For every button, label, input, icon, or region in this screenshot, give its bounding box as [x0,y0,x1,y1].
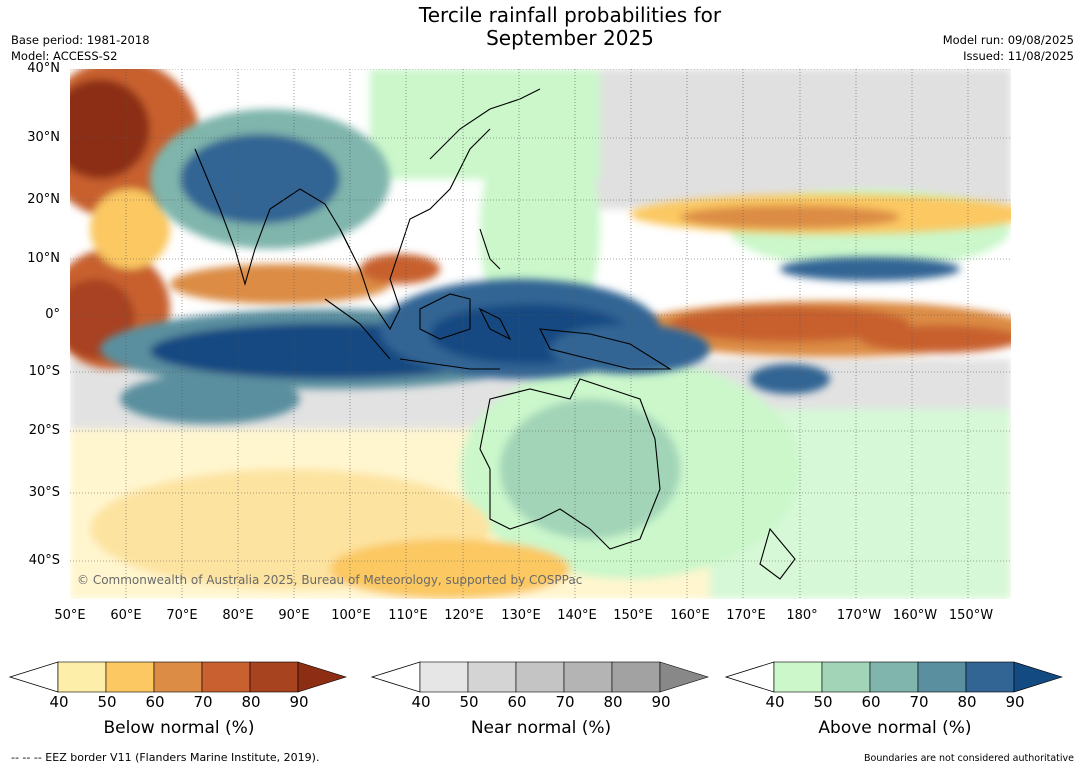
colorbar-bin-4 [965,661,1015,693]
coast-indochina [339,128,491,331]
tick-above-60: 60 [861,693,881,711]
lon-label-120e: 120°E [444,608,484,623]
model-name: Model: ACCESS-S2 [11,49,118,63]
colorbar-label-near: Near normal (%) [470,718,612,738]
lon-label-60e: 60°E [110,608,142,623]
colorbar-bin-5 [1013,661,1064,693]
map-title: Tercile rainfall probabilities for Septe… [0,4,1085,50]
tick-below-40: 40 [49,693,69,711]
lon-label-100e: 100°E [331,608,371,623]
tick-near-40: 40 [411,693,431,711]
colorbar-bin-3 [563,661,613,693]
colorbar-extend-low [724,661,775,693]
colorbar-bin-5 [659,661,710,693]
lon-label-150e: 150°E [613,608,653,623]
lon-label-160w: 160°W [892,608,938,623]
lat-label-40n: 40°N [27,61,60,76]
colorbar-below-normal [8,661,348,693]
colorbar-bin-0 [419,661,469,693]
colorbar-bin-5 [297,661,348,693]
coast-australia [479,378,661,550]
tick-near-90: 90 [651,693,671,711]
colorbar-bin-2 [153,661,203,693]
lon-label-80e: 80°E [222,608,254,623]
tick-above-50: 50 [813,693,833,711]
tick-near-60: 60 [507,693,527,711]
lat-label-30n: 30°N [27,130,60,145]
lon-label-180: 180° [786,608,818,623]
field-above [100,109,960,539]
field-below-east [630,194,1011,357]
tick-below-70: 70 [193,693,213,711]
lon-label-160e: 160°E [670,608,710,623]
copyright-credit: © Commonwealth of Australia 2025, Bureau… [77,573,583,587]
rainfall-probability-map [70,69,1011,599]
tick-near-50: 50 [459,693,479,711]
colorbar-bin-1 [467,661,517,693]
lon-label-130e: 130°E [501,608,541,623]
tick-below-60: 60 [145,693,165,711]
lat-label-20s: 20°S [28,423,60,438]
title-line-1: Tercile rainfall probabilities for [418,3,722,27]
lat-label-10n: 10°N [27,251,60,266]
colorbar-bin-3 [917,661,967,693]
tick-above-40: 40 [765,693,785,711]
coast-new-zealand [759,527,796,580]
tick-near-80: 80 [603,693,623,711]
tick-above-90: 90 [1005,693,1025,711]
lon-label-70e: 70°E [166,608,198,623]
coast-east-asia [429,88,541,160]
tick-below-90: 90 [289,693,309,711]
colorbar-near-normal [370,661,710,693]
title-line-2: September 2025 [486,26,654,50]
tick-above-80: 80 [957,693,977,711]
lon-label-150w: 150°W [948,608,994,623]
colorbar-bin-1 [821,661,871,693]
tick-above-70: 70 [909,693,929,711]
issued-date: Issued: 11/08/2025 [963,49,1074,63]
tick-near-70: 70 [555,693,575,711]
colorbar-bin-2 [515,661,565,693]
coast-india [194,148,351,287]
model-info: Base period: 1981-2018 Model: ACCESS-S2 [11,32,150,64]
run-info: Model run: 09/08/2025 Issued: 11/08/2025 [943,32,1074,64]
lat-label-40s: 40°S [28,553,60,568]
colorbar-bin-0 [773,661,823,693]
boundaries-disclaimer: Boundaries are not considered authoritat… [864,753,1074,764]
coast-sulawesi [478,307,512,341]
base-period: Base period: 1981-2018 [11,33,150,47]
colorbar-above-normal [724,661,1064,693]
lon-label-170e: 170°E [726,608,766,623]
graticule [70,69,1011,599]
lon-label-50e: 50°E [54,608,86,623]
tick-below-50: 50 [97,693,117,711]
colorbar-bin-3 [201,661,251,693]
colorbar-bin-4 [611,661,661,693]
lat-label-30s: 30°S [28,485,60,500]
lon-label-140e: 140°E [557,608,597,623]
colorbar-extend-low [370,661,421,693]
lat-label-20n: 20°N [27,192,60,207]
colorbar-extend-low [8,661,59,693]
colorbar-bin-0 [57,661,107,693]
coast-borneo [419,293,471,340]
colorbar-label-above: Above normal (%) [818,718,972,738]
lon-label-90e: 90°E [278,608,310,623]
coast-new-guinea [539,328,672,370]
colorbar-bin-1 [105,661,155,693]
eez-border-note: -- -- -- EEZ border V11 (Flanders Marine… [11,751,320,764]
lat-label-0: 0° [45,307,60,322]
tick-below-80: 80 [241,693,261,711]
model-run-date: Model run: 09/08/2025 [942,33,1074,47]
colorbar-label-below: Below normal (%) [103,718,255,738]
coast-java [399,358,500,370]
colorbar-bin-2 [869,661,919,693]
coast-sumatra [324,298,391,360]
lon-label-110e: 110°E [388,608,428,623]
colorbar-bin-4 [249,661,299,693]
lon-label-170w: 170°W [836,608,882,623]
lat-label-10s: 10°S [28,364,60,379]
